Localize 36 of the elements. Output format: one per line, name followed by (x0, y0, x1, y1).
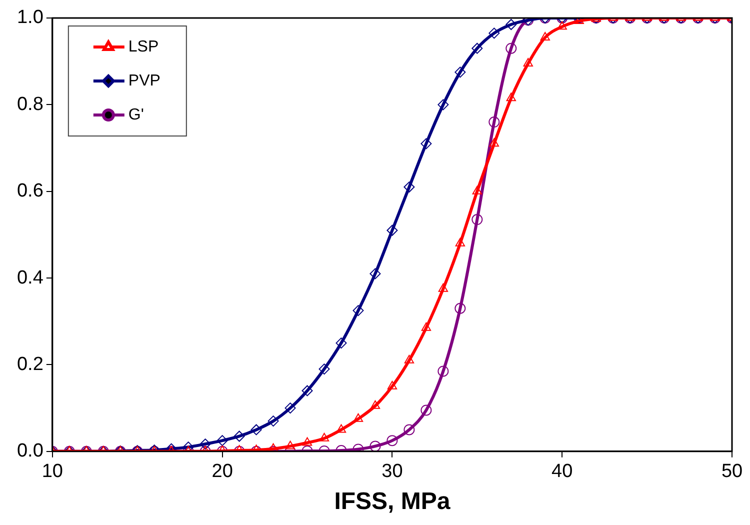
y-tick-label: 0.6 (16, 180, 44, 202)
x-tick-label: 20 (212, 461, 233, 482)
y-tick-label: 0.2 (16, 354, 44, 375)
point (404, 182, 415, 193)
point (386, 224, 398, 236)
y-tick-label: 0.8 (16, 94, 44, 115)
y-tick-label: 0.4 (16, 267, 44, 288)
point (352, 305, 364, 316)
y-tick-label: 1.0 (16, 7, 44, 28)
point (488, 116, 500, 128)
point (438, 99, 449, 110)
point (336, 424, 346, 433)
point (438, 283, 448, 292)
point (370, 400, 380, 409)
point (421, 322, 432, 331)
x-tick-label: 30 (382, 461, 403, 482)
point (472, 214, 483, 226)
point (454, 302, 466, 314)
point (285, 440, 296, 450)
legend-label: G' (128, 106, 144, 124)
point (319, 432, 330, 442)
point (353, 413, 364, 422)
point (302, 437, 312, 446)
legend-label: PVP (128, 72, 160, 90)
point (455, 238, 465, 246)
x-tick-label: 10 (42, 461, 63, 482)
point (404, 354, 414, 364)
legend-label: LSP (128, 38, 159, 56)
y-tick-label: 0.0 (16, 440, 44, 462)
x-tick-label: 50 (721, 461, 743, 482)
x-axis-title: IFSS, MPa (334, 488, 451, 516)
point (387, 380, 398, 390)
point (370, 268, 381, 280)
x-tick-label: 40 (552, 461, 573, 482)
point (420, 138, 432, 150)
point (454, 66, 466, 78)
